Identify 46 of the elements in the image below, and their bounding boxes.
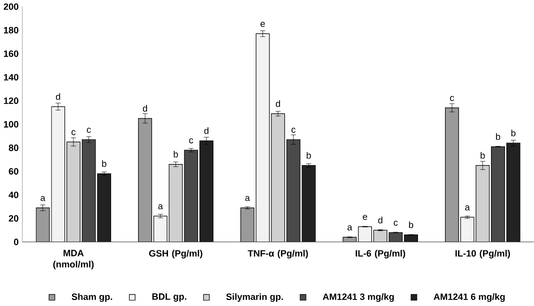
legend-label: AM1241 3 mg/kg: [322, 293, 394, 302]
data-label: c: [72, 130, 76, 136]
legend-label: AM1241 6 mg/kg: [434, 293, 505, 302]
x-tick-label: IL-6 (Pg/ml): [356, 250, 406, 259]
x-tick-label: IL-10 (Pg/ml): [455, 250, 510, 259]
data-label: d: [378, 216, 382, 224]
y-tick-label: 20: [8, 215, 18, 222]
data-label: d: [204, 127, 208, 134]
y-tick-label: 0: [14, 238, 18, 246]
y-tick-label: 200: [4, 4, 18, 10]
x-tick-label: GSH (Pg/ml): [149, 250, 202, 259]
legend-label: BDL gp.: [152, 294, 186, 302]
data-label: a: [158, 204, 163, 210]
y-tick-label: 80: [8, 144, 18, 152]
data-label: b: [409, 222, 414, 228]
y-tick-label: 160: [4, 50, 18, 58]
data-label: b: [480, 152, 485, 159]
data-label: c: [394, 220, 398, 226]
data-label: d: [142, 105, 148, 112]
legend-label: Silymarin gp.: [226, 293, 283, 302]
data-label: c: [450, 96, 454, 102]
x-tick-label: TNF-α (Pg/ml): [248, 250, 308, 259]
y-tick-label: 140: [4, 74, 18, 81]
data-label: b: [496, 133, 500, 140]
data-label: a: [348, 226, 352, 231]
data-label: e: [260, 22, 265, 28]
data-label: c: [86, 128, 91, 134]
data-label: d: [56, 93, 60, 100]
data-label: a: [245, 196, 250, 202]
data-label: c: [291, 128, 296, 134]
y-tick-label: 100: [4, 121, 18, 128]
data-label: c: [189, 138, 194, 144]
data-label: b: [511, 130, 516, 137]
y-tick-label: 40: [8, 192, 18, 198]
x-tick-label: MDA (nmol/ml): [53, 250, 94, 270]
y-tick-label: 120: [4, 98, 18, 104]
data-label: a: [465, 206, 470, 211]
data-label: d: [276, 100, 280, 108]
data-label: b: [174, 151, 178, 158]
data-label: b: [306, 152, 311, 159]
data-label: a: [40, 196, 46, 202]
y-tick-label: 180: [4, 27, 18, 34]
data-label: e: [362, 215, 368, 220]
data-label: b: [102, 160, 106, 168]
y-tick-label: 60: [8, 168, 18, 175]
legend-label: Sham gp.: [72, 293, 112, 302]
